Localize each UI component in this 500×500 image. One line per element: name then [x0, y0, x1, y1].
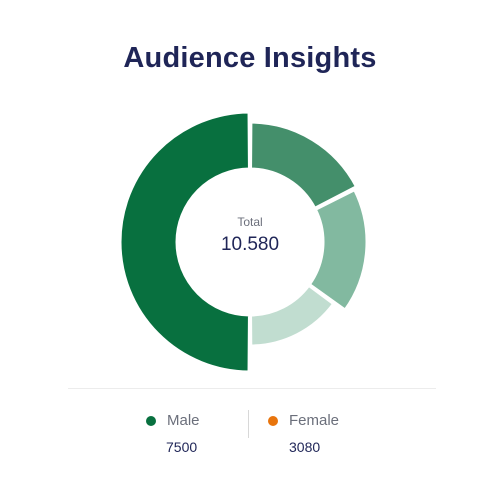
legend-item-female: Female	[268, 412, 339, 429]
chart-title: Audience Insights	[123, 42, 377, 74]
legend-value-female: 3080	[289, 439, 321, 455]
center-total-label: Total	[237, 215, 263, 229]
legend-dot-male	[146, 415, 156, 426]
legend-dot-female	[268, 415, 278, 426]
legend-separator	[248, 410, 249, 438]
donut-slice-2	[249, 120, 359, 210]
center-total-value: 10.580	[220, 234, 280, 255]
donut-slices	[118, 110, 369, 374]
donut-chart	[118, 110, 369, 374]
legend-label-male: Male	[167, 412, 200, 429]
legend-value-male: 7500	[166, 439, 198, 455]
donut-slice-1	[118, 110, 251, 374]
legend-label-female: Female	[289, 412, 340, 429]
donut-slice-3	[307, 188, 369, 312]
donut-slice-4	[249, 283, 336, 348]
legend-item-male: Male	[146, 412, 200, 429]
legend-divider	[68, 388, 436, 389]
